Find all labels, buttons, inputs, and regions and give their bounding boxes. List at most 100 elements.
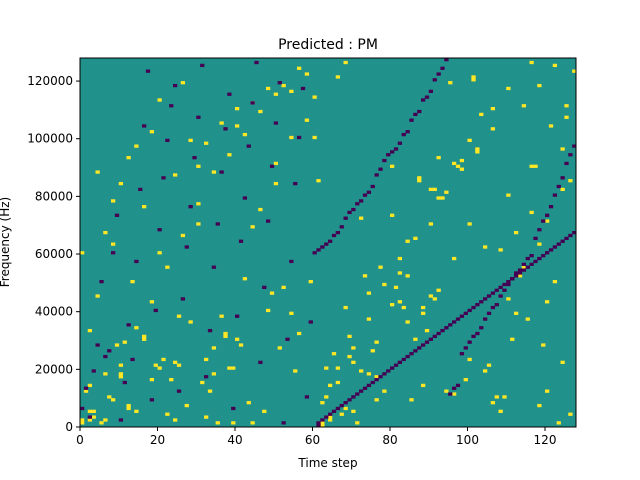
heatmap-cell-high [328,383,333,388]
heatmap-cell-high [258,109,263,114]
heatmap-cell-high [347,334,352,339]
heatmap-cell-low [258,360,263,364]
heatmap-cell-high [211,372,217,376]
heatmap-cell-high [568,179,573,183]
heatmap-cell-high [91,409,96,413]
heatmap-cell-low [459,352,465,356]
heatmap-cell-high [537,83,542,88]
heatmap-cell-high [281,83,286,88]
heatmap-cell-low [80,406,85,411]
heatmap-cell-low [424,340,430,344]
heatmap-cell-low [529,262,534,266]
heatmap-cell-low [564,236,569,241]
heatmap-cell-high [80,421,85,425]
heatmap-cell-high [382,389,387,393]
heatmap-cell-high [204,141,209,145]
heatmap-cell-low [467,308,472,313]
heatmap-cell-high [83,389,89,393]
heatmap-cell-high [343,305,348,310]
heatmap-cell-low [114,213,120,217]
heatmap-cell-high [204,415,209,419]
heatmap-cell-low [99,279,104,284]
heatmap-cell-low [386,369,391,373]
heatmap-cell-high [142,334,147,339]
heatmap-cell-low [122,380,127,385]
heatmap-cell-low [467,340,472,344]
heatmap-cell-low [347,398,352,402]
heatmap-cell-low [145,69,151,73]
heatmap-cell-high [506,297,511,301]
heatmap-cell-high [238,343,244,347]
heatmap-cell-low [448,392,453,396]
heatmap-cell-high [215,421,220,425]
heatmap-cell-high [390,303,395,307]
heatmap-cell-low [409,118,414,122]
heatmap-cell-high [250,421,255,425]
heatmap-cell-low [339,403,344,408]
heatmap-cell-low [397,141,403,145]
heatmap-cell-low [382,158,387,163]
heatmap-cell-low [293,181,298,186]
heatmap-cell-high [258,207,263,212]
heatmap-cell-high [111,199,116,203]
heatmap-cell-low [316,248,321,252]
heatmap-cell-high [568,412,573,416]
heatmap-cell-low [300,86,306,91]
heatmap-cell-high [235,107,240,111]
heatmap-cell-high [180,233,186,238]
heatmap-cell-low [289,259,294,264]
heatmap-cell-high [118,375,124,379]
heatmap-cell-high [556,421,561,425]
heatmap-cell-low [397,360,403,364]
heatmap-cell-high [552,279,558,284]
y-tick-label: 0 [65,420,73,434]
heatmap-cell-high [514,230,519,235]
heatmap-cell-low [297,135,302,140]
heatmap-cell-low [545,213,550,217]
heatmap-cell-low [471,334,476,339]
heatmap-cell-low [409,352,414,356]
heatmap-cell-high [343,406,348,411]
heatmap-cell-low [428,89,434,93]
heatmap-cell-low [417,346,422,350]
y-tick-label: 20000 [35,362,73,376]
heatmap-cell-high [366,291,372,295]
heatmap-cell-low [432,334,437,339]
heatmap-cell-low [355,392,360,396]
heatmap-cell-low [107,349,112,353]
heatmap-cell-high [498,409,503,413]
y-axis-label: Frequency (Hz) [0,197,12,288]
heatmap-cell-low [455,317,461,321]
heatmap-cell-low [572,144,577,148]
heatmap-cell-low [572,230,577,235]
heatmap-cell-high [417,176,422,180]
heatmap-cell-low [204,375,209,379]
heatmap-cell-high [545,219,550,223]
y-tick-label: 100000 [27,132,73,146]
heatmap-cell-high [533,164,538,168]
heatmap-cell-low [176,389,182,393]
heatmap-cell-low [374,377,379,382]
heatmap-cell-low [308,320,313,324]
heatmap-cell-low [548,248,554,252]
heatmap-cell-low [533,259,538,264]
heatmap-cell-low [227,92,232,96]
heatmap-cell-low [149,398,155,402]
heatmap-cell-low [521,262,527,266]
heatmap-cell-low [180,297,186,301]
heatmap-cell-low [514,271,519,275]
heatmap-cell-high [289,135,294,140]
heatmap-cell-low [486,311,492,315]
heatmap-cell-high [87,383,93,388]
heatmap-cell-high [242,277,248,281]
heatmap-cell-high [467,138,472,142]
heatmap-cell-high [324,395,329,399]
heatmap-cell-low [324,415,329,419]
heatmap-cell-high [111,242,116,246]
heatmap-cell-high [242,132,248,137]
heatmap-cell-high [463,377,468,382]
heatmap-cell-high [118,181,124,186]
x-tick-label: 60 [305,433,320,447]
heatmap-cell-low [331,233,337,238]
heatmap-cell-high [444,389,449,393]
